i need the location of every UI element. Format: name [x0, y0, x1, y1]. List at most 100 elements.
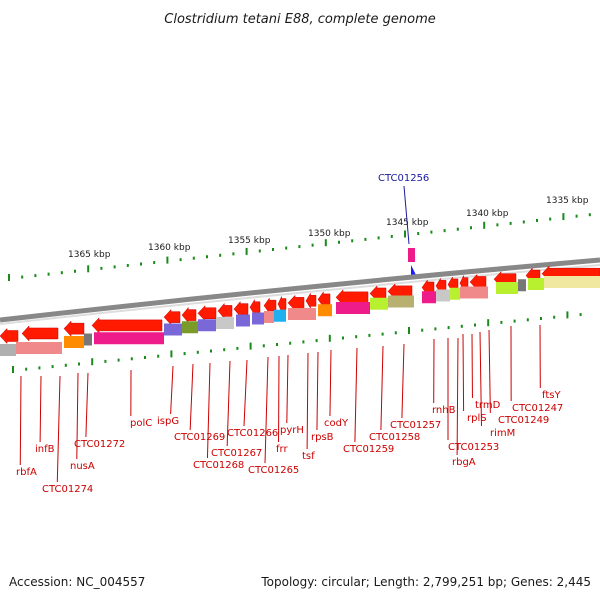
gene-label-leader: [316, 351, 319, 431]
scale-minor-tick: [298, 245, 301, 249]
lower-major-tick: [170, 350, 173, 358]
scale-minor-tick: [140, 262, 142, 266]
gene-label-ctc01265[interactable]: CTC01265: [248, 465, 299, 476]
highlight-gene-label: CTC01256: [378, 173, 429, 184]
gene-label-rbga[interactable]: rbgA: [452, 457, 476, 468]
gene-category-block[interactable]: [0, 344, 16, 356]
gene-category-block[interactable]: [264, 311, 274, 323]
gene-label-cody[interactable]: codY: [324, 418, 349, 429]
gene-label-leader: [306, 352, 309, 450]
scale-major-tick: [483, 221, 486, 229]
gene-category-block[interactable]: [318, 304, 332, 317]
gene-label-ctc01274[interactable]: CTC01274: [42, 484, 93, 495]
gene-category-block[interactable]: [182, 321, 198, 334]
gene-label-leader: [286, 354, 289, 424]
gene-category-block[interactable]: [496, 282, 518, 294]
scale-minor-tick: [417, 232, 420, 236]
scale-minor-tick: [311, 243, 314, 247]
gene-label-ctc01257[interactable]: CTC01257: [390, 420, 441, 431]
gene-category-block[interactable]: [460, 286, 488, 299]
gene-category-block[interactable]: [84, 333, 92, 346]
gene-label-leader: [380, 345, 384, 431]
gene-arrow[interactable]: [217, 302, 233, 320]
gene-labels: rbfA infB CTC01274 nusA CTC01272 polC ispG CTC0…: [16, 324, 563, 495]
gene-category-block[interactable]: [544, 276, 600, 288]
gene-label-ctc01267[interactable]: CTC01267: [211, 448, 262, 459]
gene-category-block[interactable]: [422, 291, 436, 304]
gene-label-rimm[interactable]: rimM: [490, 428, 515, 439]
map-title: Clostridium tetani E88, complete genome: [164, 12, 436, 27]
gene-category-block[interactable]: [528, 278, 544, 290]
gene-label-ctc01249[interactable]: CTC01249: [498, 415, 549, 426]
gene-label-frr[interactable]: frr: [276, 444, 288, 455]
gene-arrow[interactable]: [91, 317, 163, 334]
gene-category-block[interactable]: [370, 297, 388, 310]
scale-minor-tick: [430, 230, 433, 234]
scale-major-tick: [562, 213, 565, 221]
gene-category-block[interactable]: [198, 319, 216, 332]
gene-category-block[interactable]: [216, 317, 234, 329]
gene-label-rnhb[interactable]: rnhB: [432, 405, 456, 416]
gene-label-rpsb[interactable]: rpsB: [311, 432, 334, 443]
genome-summary: Topology: circular; Length: 2,799,251 bp…: [260, 575, 591, 589]
gene-label-rpls[interactable]: rplS: [467, 413, 487, 424]
gene-category-block[interactable]: [94, 332, 164, 345]
gene-label-ispg[interactable]: ispG: [157, 416, 179, 427]
gene-category-block[interactable]: [388, 295, 414, 308]
highlight-gene-block[interactable]: [408, 248, 415, 262]
lower-minor-tick: [64, 363, 67, 367]
gene-label-leader: [401, 343, 405, 419]
gene-label-polc[interactable]: polC: [130, 418, 152, 429]
gene-arrow[interactable]: [197, 305, 217, 322]
gene-label-rbfa[interactable]: rbfA: [16, 467, 37, 478]
gene-arrow[interactable]: [163, 309, 181, 326]
gene-label-ctc01272[interactable]: CTC01272: [74, 439, 125, 450]
gene-label-ftsy[interactable]: ftsY: [542, 390, 561, 401]
gene-arrow[interactable]: [305, 292, 317, 310]
lower-major-tick: [487, 319, 490, 327]
gene-label-nusa[interactable]: nusA: [70, 461, 95, 472]
gene-label-ctc01247[interactable]: CTC01247: [512, 403, 563, 414]
gene-category-block[interactable]: [164, 323, 182, 336]
scale-ruler: [8, 213, 591, 281]
scale-tick-1335: 1335 kbp: [546, 196, 589, 206]
lower-minor-tick: [25, 367, 28, 371]
gene-label-infb[interactable]: infB: [35, 444, 55, 455]
gene-label-ctc01258[interactable]: CTC01258: [369, 432, 420, 443]
gene-arrow[interactable]: [181, 306, 197, 324]
gene-category-block[interactable]: [288, 308, 316, 320]
gene-category-block[interactable]: [16, 342, 62, 354]
gene-label-ctc01259[interactable]: CTC01259: [343, 444, 394, 455]
scale-minor-tick: [21, 275, 24, 279]
gene-label-leader: [76, 372, 79, 460]
scale-minor-tick: [509, 221, 512, 225]
gene-category-block[interactable]: [274, 309, 286, 322]
gene-label-pyrh[interactable]: pyrH: [280, 425, 304, 436]
gene-category-block[interactable]: [450, 287, 460, 300]
lower-minor-tick: [223, 348, 226, 352]
scale-minor-tick: [575, 214, 578, 218]
gene-label-ctc01253[interactable]: CTC01253: [448, 442, 499, 453]
gene-label-ctc01266[interactable]: CTC01266: [227, 428, 278, 439]
gene-arrow[interactable]: [21, 325, 59, 342]
gene-label-ctc01268[interactable]: CTC01268: [193, 460, 244, 471]
lower-minor-tick: [381, 332, 384, 336]
lower-major-tick: [566, 311, 569, 319]
scale-minor-tick: [390, 234, 393, 238]
gene-arrow[interactable]: [277, 296, 287, 312]
gene-arrow[interactable]: [63, 320, 85, 337]
gene-label-ctc01269[interactable]: CTC01269: [174, 432, 225, 443]
gene-category-block[interactable]: [518, 279, 526, 292]
gene-category-block[interactable]: [236, 314, 250, 327]
gene-label-trmd[interactable]: trmD: [475, 400, 501, 411]
gene-category-block[interactable]: [336, 302, 370, 314]
scale-minor-tick: [60, 271, 63, 275]
gene-category-block[interactable]: [252, 312, 264, 325]
gene-category-block[interactable]: [64, 336, 84, 348]
gene-arrow[interactable]: [0, 327, 19, 345]
lower-major-tick: [91, 358, 94, 366]
gene-category-block[interactable]: [436, 289, 450, 302]
scale-major-tick: [324, 239, 327, 247]
gene-label-tsf[interactable]: tsf: [302, 451, 315, 462]
gene-arrow[interactable]: [233, 300, 249, 318]
